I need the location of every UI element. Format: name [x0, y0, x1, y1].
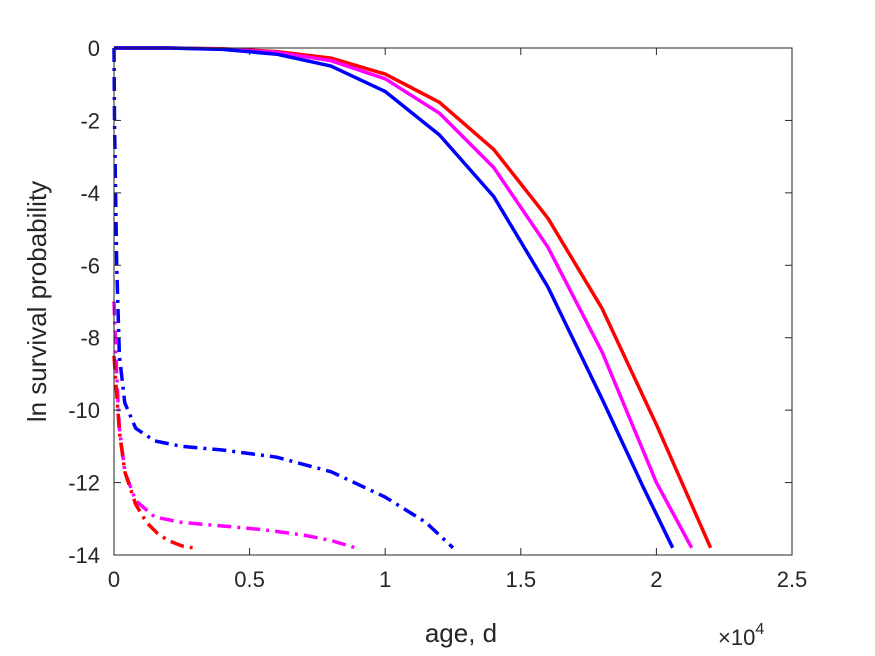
x-tick-label: 0.5	[234, 567, 265, 592]
x-axis-label: age, d	[425, 618, 497, 648]
x-tick-label: 2	[650, 567, 662, 592]
series-line-1	[114, 46, 713, 549]
ticks-layer: 0 0.5 1 1.5 2 2.5 0 -2 -4 -6 -8 -10 -12 -14	[68, 36, 807, 592]
x-axis-multiplier: ×104	[718, 621, 764, 650]
axes-box	[113, 47, 793, 556]
series-line-3	[114, 46, 675, 549]
y-tick-label: -12	[68, 471, 100, 496]
x-tick-label: 0	[108, 567, 120, 592]
y-tick-label: -14	[68, 543, 100, 568]
x-tick-label: 2.5	[777, 567, 808, 592]
series-layer	[112, 46, 713, 550]
y-tick-label: -6	[80, 253, 100, 278]
y-tick-label: -4	[80, 181, 100, 206]
y-axis-label: ln survival probability	[22, 181, 52, 422]
series-line-4	[112, 47, 455, 550]
series-line-6	[112, 355, 193, 550]
y-tick-label: 0	[88, 36, 100, 61]
y-tick-label: -8	[80, 326, 100, 351]
x-tick-label: 1.5	[506, 567, 537, 592]
x-tick-label: 1	[379, 567, 391, 592]
series-line-5	[112, 301, 356, 550]
y-tick-label: -10	[68, 398, 100, 423]
series-line-2	[114, 46, 694, 549]
y-tick-label: -2	[80, 108, 100, 133]
x-axis-multiplier-base: ×10	[718, 625, 755, 650]
x-axis-multiplier-exponent: 4	[755, 621, 764, 638]
